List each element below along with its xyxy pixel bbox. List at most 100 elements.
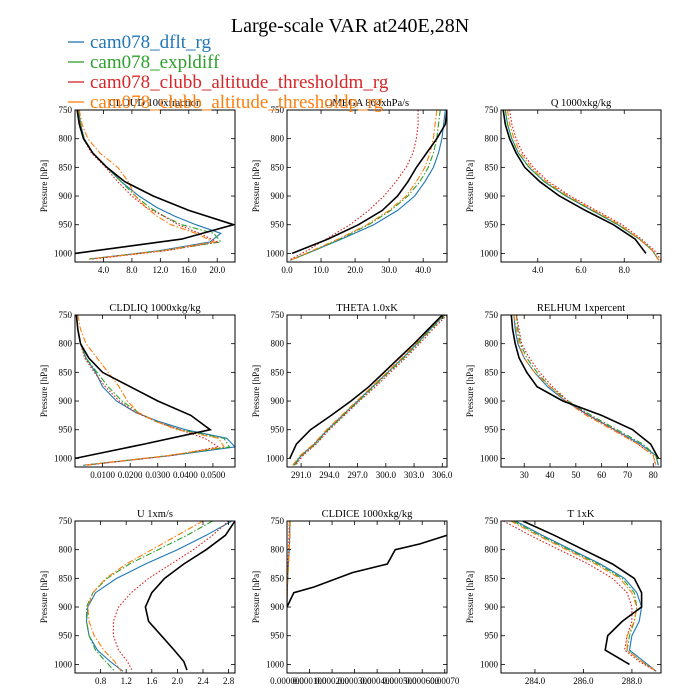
x-tick-label: 300.0 [376,470,397,480]
series-line-cam078_clubb_altitude_thresholdp_rg [78,110,216,260]
panel-title: RELHUM 1xpercent [537,303,625,314]
y-axis-label: Pressure [hPa] [465,160,475,212]
x-tick-label: 0.000200 [315,676,349,686]
y-tick-label: 800 [271,339,285,349]
legend: cam078_dflt_rgcam078_expldiffcam078_club… [68,32,389,113]
series-line-cam078_clubb_altitude_thresholdm_rg [503,521,657,672]
series-line-cam078_clubb_altitude_thresholdp_rg [87,521,204,672]
plot-frame [74,520,236,674]
x-tick-label: 1.6 [146,676,158,686]
y-tick-label: 850 [59,573,73,583]
x-tick-label: 70 [623,470,633,480]
series-line-cam078_clubb_altitude_thresholdp_rg [292,315,444,466]
legend-label: cam078_clubb_altitude_thresholdp_rg [90,92,384,113]
y-tick-label: 800 [485,134,499,144]
legend-item: cam078_expldiff [68,52,220,73]
y-tick-label: 800 [59,545,73,555]
series-group [510,315,660,466]
series-line-cam078_dflt_rg [78,110,222,260]
y-tick-label: 900 [271,602,285,612]
y-axis-label: Pressure [hPa] [251,365,261,417]
y-tick-label: 850 [485,162,499,172]
x-tick-label: 30 [520,470,530,480]
series-line-cam078_expldiff [78,110,222,260]
series-group [503,521,657,672]
series-line-black [510,315,660,459]
x-tick-label: 2.0 [172,676,184,686]
y-tick-label: 900 [59,191,73,201]
x-tick-label: 288.0 [622,676,643,686]
series-line-black [144,521,235,671]
y-tick-label: 750 [485,516,499,526]
series-group [502,110,661,261]
x-tick-label: 303.0 [404,470,425,480]
x-tick-label: 50 [571,470,581,480]
y-tick-label: 900 [59,602,73,612]
y-axis-label: Pressure [hPa] [251,160,261,212]
x-tick-label: 10.0 [313,265,329,275]
legend-label: cam078_dflt_rg [90,32,212,53]
panel-5: 750 800 850 900 950 1000 Pressure [hPa] 291.0 29… [251,303,453,480]
x-tick-label: 12.0 [152,265,168,275]
y-tick-label: 900 [271,396,285,406]
series-line-black [502,110,647,254]
series-group [75,110,235,260]
series-line-cam078_clubb_altitude_thresholdm_rg [77,110,219,260]
panel-3: 750 800 850 900 950 1000 Pressure [hPa] 4.0 6.0 8… [465,98,662,275]
legend-label: cam078_expldiff [90,52,220,73]
y-tick-label: 1000 [54,659,73,669]
plot-frame [286,520,448,674]
legend-item: cam078_clubb_altitude_thresholdm_rg [68,72,389,93]
y-tick-label: 950 [485,220,499,230]
series-line-cam078_dflt_rg [504,110,660,261]
y-tick-label: 1000 [480,453,499,463]
series-line-cam078_expldiff [294,315,446,466]
panel-title: CLOUD 100xfraction [109,98,202,109]
x-tick-label: 0.000500 [383,676,417,686]
y-tick-label: 950 [271,631,285,641]
series-group [289,315,447,466]
series-line-cam078_dflt_rg [293,315,445,466]
y-tick-label: 1000 [266,248,285,258]
panel-title: T 1xK [568,509,595,520]
y-tick-label: 750 [271,105,285,115]
x-tick-label: 40.0 [415,265,431,275]
x-tick-label: 1.2 [121,676,132,686]
y-tick-label: 850 [271,573,285,583]
series-line-black [289,315,443,459]
x-tick-label: 0.000400 [360,676,394,686]
series-line-cam078_dflt_rg [515,521,657,672]
y-tick-label: 950 [485,425,499,435]
y-axis-label: Pressure [hPa] [39,160,49,212]
panel-title: CLDICE 1000xkg/kg [322,509,413,520]
y-tick-label: 1000 [54,453,73,463]
x-tick-label: 0.00070 [430,676,460,686]
series-group [75,315,235,466]
panel-1: 750 800 850 900 950 1000 Pressure [hPa] 4.0 8.0 1… [39,98,236,275]
y-tick-label: 950 [59,220,73,230]
plot-frame [286,314,448,468]
panel-title: CLDLIQ 1000xkg/kg [109,303,201,314]
y-tick-label: 900 [485,602,499,612]
y-axis-label: Pressure [hPa] [39,571,49,623]
x-tick-label: 40 [546,470,556,480]
x-tick-label: 30.0 [381,265,397,275]
x-tick-label: 80 [649,470,659,480]
y-tick-label: 1000 [266,453,285,463]
y-tick-label: 950 [271,425,285,435]
x-tick-label: 291.0 [291,470,312,480]
x-tick-label: 60 [597,470,607,480]
x-tick-label: 2.4 [197,676,209,686]
x-tick-label: 294.0 [319,470,340,480]
y-tick-label: 1000 [266,659,285,669]
panel-2: 750 800 850 900 950 1000 Pressure [hPa] 0.0 10.0… [251,98,448,275]
series-line-cam078_clubb_altitude_thresholdm_rg [112,521,229,672]
y-axis-label: Pressure [hPa] [251,571,261,623]
series-line-cam078_clubb_altitude_thresholdp_rg [510,521,657,672]
series-line-cam078_dflt_rg [513,315,659,466]
x-tick-label: 8.0 [619,265,631,275]
y-tick-label: 850 [485,573,499,583]
series-line-cam078_expldiff [504,110,660,261]
